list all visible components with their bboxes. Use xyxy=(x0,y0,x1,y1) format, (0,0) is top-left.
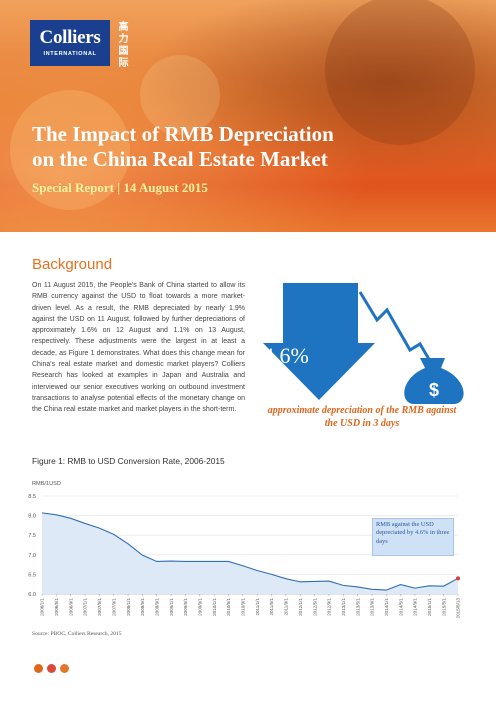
coin-shape xyxy=(10,90,130,210)
title-line: The Impact of RMB Depreciation xyxy=(32,122,334,146)
dollar-icon: $ xyxy=(429,380,439,400)
x-tick-label: 2006/9/1 xyxy=(68,598,73,616)
headline-figure: 4.6% xyxy=(263,343,309,368)
portrait-shape xyxy=(325,0,475,145)
y-tick-label: 6.0 xyxy=(28,592,36,598)
x-tick-label: 2014/9/1 xyxy=(413,598,418,616)
line xyxy=(41,512,459,591)
down-arrow xyxy=(263,283,375,400)
report-title: The Impact of RMB Depreciation on the Ch… xyxy=(32,122,472,172)
x-tick-label: 2013/9/1 xyxy=(370,598,375,616)
x-tick-label: 2010/5/1 xyxy=(226,598,231,616)
x-tick-label: 2011/5/1 xyxy=(269,598,274,616)
section-heading: Background xyxy=(32,256,113,273)
social-icon[interactable] xyxy=(60,664,69,673)
x-tick-label: 2015/8/13 xyxy=(456,598,461,619)
logo-chinese: 高力国际 xyxy=(116,21,127,69)
x-tick-label: 2008/5/1 xyxy=(140,598,145,616)
x-tick-label: 2015/1/1 xyxy=(427,598,432,616)
y-tick-label: 7.5 xyxy=(28,533,36,539)
infographic-caption: approximate depreciation of the RMB agai… xyxy=(267,405,457,429)
x-tick-label: 2014/1/1 xyxy=(384,598,389,616)
x-tick-label: 2009/9/1 xyxy=(197,598,202,616)
source-note: Source: PBOC, Colliers Research, 2015 xyxy=(32,631,122,637)
coin-shape xyxy=(140,55,220,135)
y-axis-label: RMB/1USD xyxy=(32,481,61,487)
x-tick-label: 2010/9/1 xyxy=(241,598,246,616)
y-tick-label: 6.5 xyxy=(28,572,36,578)
x-tick-label: 2008/9/1 xyxy=(154,598,159,616)
x-tick-label: 2011/1/1 xyxy=(255,598,260,616)
x-tick-label: 2015/5/1 xyxy=(441,598,446,616)
chart-annotation: RMB against the USD depreciated by 4.6% … xyxy=(372,518,454,556)
y-tick-label: 8.5 xyxy=(28,494,36,500)
title-line: on the China Real Estate Market xyxy=(32,147,328,171)
x-tick-label: 2007/9/1 xyxy=(111,598,116,616)
x-tick-label: 2014/5/1 xyxy=(398,598,403,616)
x-tick-label: 2012/1/1 xyxy=(298,598,303,616)
figure-title: Figure 1: RMB to USD Conversion Rate, 20… xyxy=(32,456,225,466)
social-icon[interactable] xyxy=(47,664,56,673)
x-tick-label: 2007/1/1 xyxy=(83,598,88,616)
logo: Colliers INTERNATIONAL xyxy=(30,20,110,66)
x-tick-label: 2009/5/1 xyxy=(183,598,188,616)
logo-tagline: INTERNATIONAL xyxy=(43,51,97,57)
y-tick-label: 8.0 xyxy=(28,514,36,520)
chart: RMB/1USD 6.0 6.5 7.0 7.5 8.0 8.5 2006/1/1 2006/… xyxy=(28,481,461,619)
area xyxy=(42,512,458,594)
x-tick-label: 2013/5/1 xyxy=(355,598,360,616)
section-text: On 11 August 2015, the People's Bank of … xyxy=(32,282,245,414)
x-tick-label: 2010/1/1 xyxy=(212,598,217,616)
x-tick-label: 2011/9/1 xyxy=(284,598,289,616)
hero-banner: Colliers INTERNATIONAL 高力国际 The Impact o… xyxy=(0,0,496,232)
x-tick-label: 2012/5/1 xyxy=(312,598,317,616)
social-icon[interactable] xyxy=(34,664,43,673)
infographic: $ xyxy=(263,283,464,404)
trend-line xyxy=(358,291,435,367)
hero-decoration xyxy=(10,0,475,210)
logo-name: Colliers xyxy=(39,27,101,48)
x-tick-label: 2013/1/1 xyxy=(341,598,346,616)
x-tick-label: 2006/1/1 xyxy=(40,598,45,616)
report-subtitle: Special Report | 14 August 2015 xyxy=(32,180,208,195)
x-tick-label: 2012/9/1 xyxy=(327,598,332,616)
y-tick-label: 7.0 xyxy=(28,553,36,559)
x-tick-label: 2007/5/1 xyxy=(97,598,102,616)
x-tick-label: 2008/1/1 xyxy=(126,598,131,616)
money-bag xyxy=(404,358,464,404)
highlight-point xyxy=(456,576,460,581)
x-tick-label: 2006/5/1 xyxy=(54,598,59,616)
x-tick-label: 2009/1/1 xyxy=(169,598,174,616)
